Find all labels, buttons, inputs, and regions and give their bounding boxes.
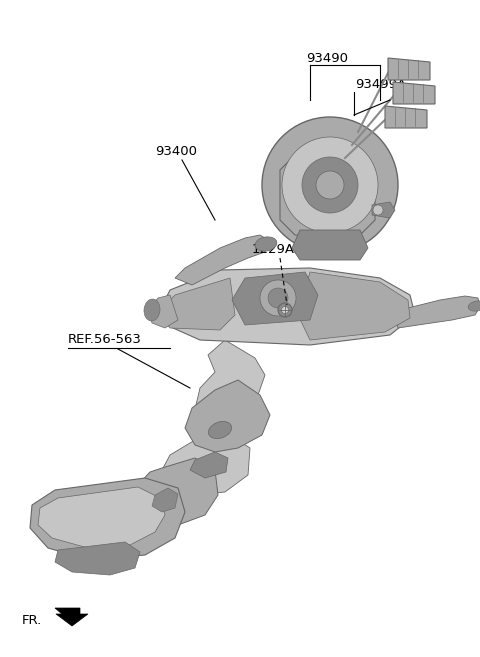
Polygon shape [385,106,427,128]
Polygon shape [372,202,395,218]
Polygon shape [232,272,318,325]
Polygon shape [162,432,250,495]
Polygon shape [152,488,178,512]
Text: REF.56-563: REF.56-563 [68,333,142,346]
Text: 93400: 93400 [155,145,197,158]
Circle shape [278,303,292,317]
Circle shape [302,157,358,213]
Polygon shape [298,272,410,340]
Polygon shape [155,268,415,345]
Polygon shape [185,380,270,452]
Circle shape [281,307,288,313]
Text: 1229AA: 1229AA [252,243,304,256]
Circle shape [282,137,378,233]
Polygon shape [175,235,268,285]
Ellipse shape [468,301,480,311]
Circle shape [260,280,296,316]
Polygon shape [135,458,218,525]
Polygon shape [190,452,228,478]
Polygon shape [158,278,235,330]
Circle shape [262,117,398,253]
Polygon shape [393,82,435,104]
Polygon shape [30,478,185,560]
Circle shape [268,288,288,308]
Ellipse shape [255,237,277,251]
Polygon shape [148,295,178,328]
Polygon shape [280,155,375,235]
Circle shape [373,205,383,215]
Polygon shape [38,487,165,548]
Polygon shape [395,296,480,328]
Text: 93490: 93490 [306,52,348,65]
Polygon shape [196,340,265,415]
Circle shape [316,171,344,199]
Polygon shape [388,58,430,80]
Ellipse shape [144,299,160,321]
Polygon shape [55,542,140,575]
Text: 93499A: 93499A [355,78,406,91]
Polygon shape [55,608,88,626]
Polygon shape [292,230,368,260]
Text: FR.: FR. [22,614,42,627]
Ellipse shape [208,421,232,439]
